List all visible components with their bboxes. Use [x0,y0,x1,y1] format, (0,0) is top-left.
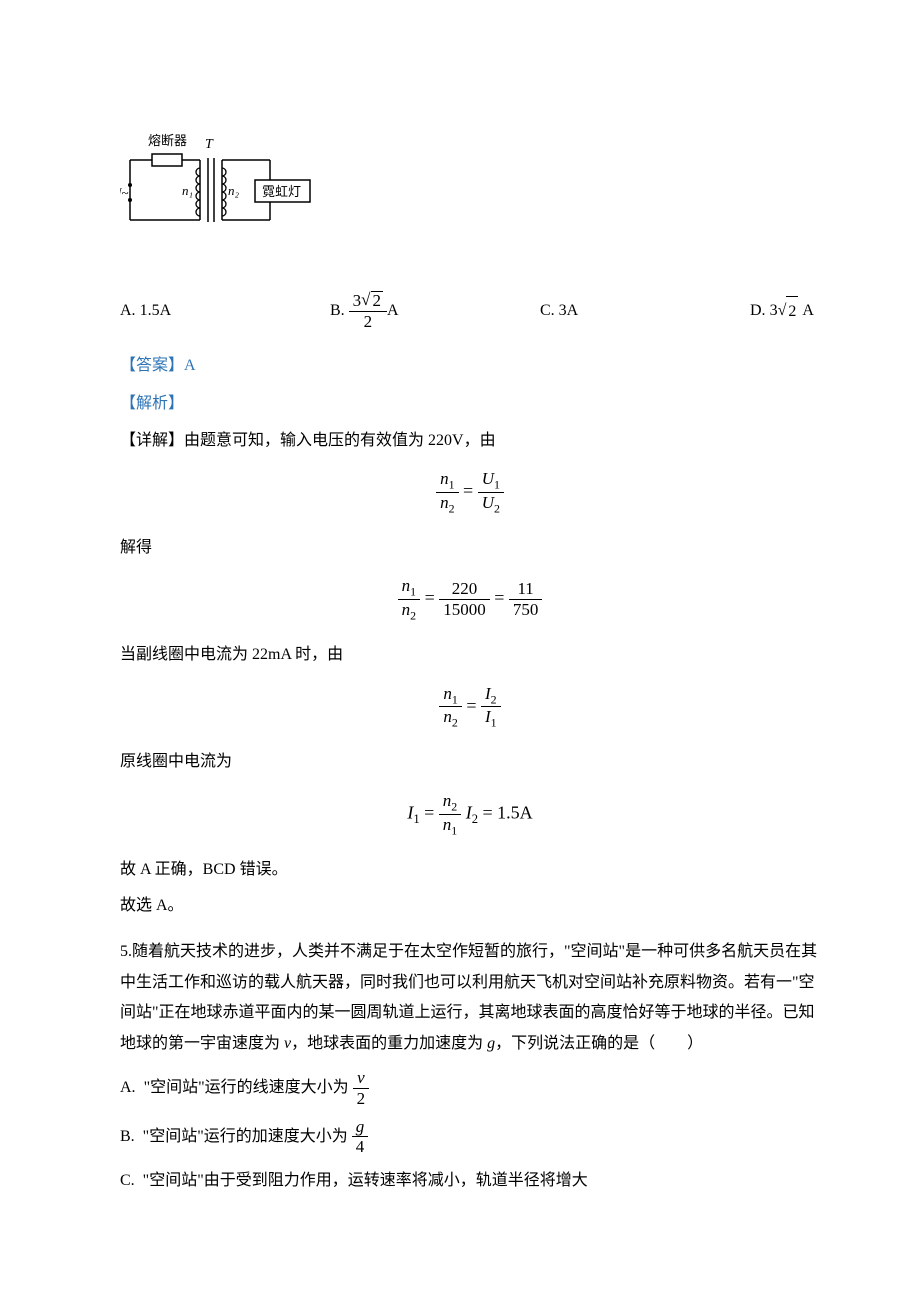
eq1-U2: U [482,493,494,512]
jiexi-close: 】 [168,395,184,412]
eq4-I1-sub: 1 [413,812,419,826]
equation-4: I1 = n2 n1 I2 = 1.5A [120,792,820,837]
eq4-n2-sub: 2 [451,799,457,813]
q5-B-num: g [352,1118,369,1138]
q5-number: 5. [120,943,132,960]
question-5: 5.随着航天技术的进步，人类并不满足于在太空作短暂的旅行，"空间站"是一种可供多… [120,937,820,1059]
eq1-U1: U [482,469,494,488]
circuit-svg: 熔断器 T n₁ n₂ U~ [120,130,330,250]
eq4-n2: n [443,791,452,810]
detail-line-2: 解得 [120,533,820,563]
answer-label-text: 答案 [136,357,168,374]
choice-D-sqrt: 2 [786,296,798,327]
choice-D-unit-A: A [802,296,814,326]
q5-text-2: ，地球表面的重力加速度为 [291,1035,487,1052]
eq4-result: 1.5A [497,802,533,822]
jiexi-open: 【 [120,395,136,412]
q5-A-num: v [353,1069,370,1089]
q5-text-3: ，下列说法正确的是（ ） [495,1035,703,1052]
equation-3: n1 n2 = I2 I1 [120,685,820,730]
choice-B-key: B. [330,296,345,326]
q5-option-A: A. "空间站"运行的线速度大小为 v 2 [120,1069,820,1108]
eq2-n1-sub: 1 [410,585,416,599]
choice-A-value: 1.5A [140,296,172,326]
q5-B-key: B. [120,1122,135,1152]
eq3-n1-sub: 1 [452,692,458,706]
eq2-11: 11 [509,580,543,600]
eq1-n1-sub: 1 [449,478,455,492]
q5-option-C: C. "空间站"由于受到阻力作用，运转速率将减小，轨道半径将增大 [120,1166,820,1196]
q5-B-den: 4 [352,1137,369,1156]
choice-B-num: 3 [353,291,362,310]
eq3-I2-sub: 2 [491,692,497,706]
n1-label: n₁ [182,183,193,198]
lamp-label: 霓虹灯 [262,184,301,199]
q5-C-key: C. [120,1166,135,1196]
detail-line-1: 【详解】由题意可知，输入电压的有效值为 220V，由 [120,426,820,456]
eq1-U2-sub: 2 [494,502,500,516]
eq1-n2: n [440,493,449,512]
q5-option-B: B. "空间站"运行的加速度大小为 g 4 [120,1118,820,1157]
U-label: U~ [120,185,128,200]
detail-text-1: 由题意可知，输入电压的有效值为 220V，由 [184,432,496,449]
eq2-15000: 15000 [439,600,490,619]
eq4-n1-sub: 1 [451,823,457,837]
detail-line-6: 故选 A。 [120,891,820,921]
eq1-n1: n [440,469,449,488]
detail-line-4: 原线圈中电流为 [120,747,820,777]
n2-label: n₂ [228,183,240,198]
fuse-label: 熔断器 [148,133,187,148]
choice-B: B. 32 2 A [330,291,530,331]
choice-C-key: C. [540,296,555,326]
document-page: 熔断器 T n₁ n₂ U~ [0,0,920,1267]
eq3-I1-sub: 1 [491,716,497,730]
transformer-T: T [205,137,214,152]
eq1-U1-sub: 1 [494,478,500,492]
eq3-n2-sub: 2 [452,716,458,730]
eq4-n1: n [443,815,452,834]
eq3-n1: n [443,684,452,703]
eq2-220: 220 [439,580,490,600]
answer-open-bracket: 【 [120,357,136,374]
answer-value: A [184,357,196,374]
choice-B-frac: 32 2 [349,291,387,331]
answer-close-bracket: 】 [168,357,184,374]
eq2-750: 750 [509,600,543,619]
choice-D-key: D. [750,296,766,326]
detail-line-5: 故 A 正确，BCD 错误。 [120,855,820,885]
choice-C-value: 3A [559,296,579,326]
eq2-n2-sub: 2 [410,609,416,623]
q5-A-text: "空间站"运行的线速度大小为 [144,1073,349,1103]
eq4-I2-sub: 2 [472,812,478,826]
q5-A-den: 2 [353,1089,370,1108]
eq2-n1: n [402,576,411,595]
q5-B-text: "空间站"运行的加速度大小为 [143,1122,348,1152]
choice-B-sqrt: 2 [371,291,384,310]
equation-2: n1 n2 = 220 15000 = 11 750 [120,577,820,622]
jiexi-label-text: 解析 [136,395,168,412]
analysis-line: 【解析】 [120,389,820,419]
eq2-n2: n [402,600,411,619]
eq1-n2-sub: 2 [449,502,455,516]
choice-A-key: A. [120,296,136,326]
choice-D: D. 32 A [750,296,820,327]
q5-C-text: "空间站"由于受到阻力作用，运转速率将减小，轨道半径将增大 [143,1166,588,1196]
q5-g: g [487,1035,495,1052]
answer-line: 【答案】A [120,351,820,381]
answer-choices: A. 1.5A B. 32 2 A C. 3A D. 32 A [120,291,820,331]
detail-line-3: 当副线圈中电流为 22mA 时，由 [120,640,820,670]
choice-A: A. 1.5A [120,296,320,326]
detail-open: 【详解】 [120,432,184,449]
q5-A-key: A. [120,1073,136,1103]
choice-C: C. 3A [540,296,740,326]
choice-B-den: 2 [349,312,387,331]
choice-D-coef: 3 [770,296,778,326]
choice-B-unit: A [387,296,399,326]
circuit-diagram: 熔断器 T n₁ n₂ U~ [120,130,820,261]
equation-1: n1 n2 = U1 U2 [120,470,820,515]
eq3-n2: n [443,707,452,726]
